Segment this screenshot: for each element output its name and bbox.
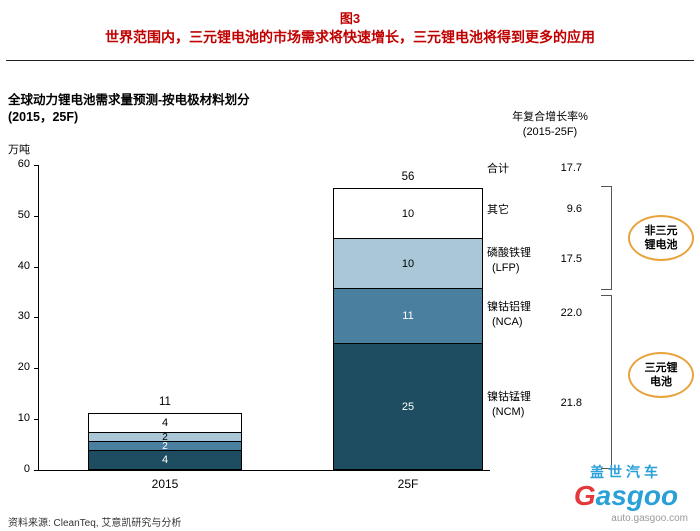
row-label-ncm: 镍钴锰锂 (NCM) xyxy=(487,390,545,420)
y-tick-mark xyxy=(34,368,38,369)
cagr-total: 17.7 xyxy=(560,162,582,174)
bar-segment: 11 xyxy=(333,288,483,344)
non-ternary-callout-line1: 非三元 xyxy=(644,225,678,237)
y-tick-mark xyxy=(34,419,38,420)
cagr-other: 9.6 xyxy=(566,203,582,215)
gasgoo-logo-chinese: 盖世汽车 xyxy=(590,464,662,480)
y-tick-label: 20 xyxy=(17,361,30,373)
stacked-bar-25f: 10 10 11 25 56 xyxy=(333,171,483,470)
gasgoo-logo: 盖世汽车 Gasgoo auto.gasgoo.com xyxy=(560,464,692,525)
row-label-nca-line1: 镍钴铝锂 xyxy=(487,301,531,313)
ternary-bracket xyxy=(601,295,612,469)
non-ternary-callout: 非三元 锂电池 xyxy=(628,215,694,261)
non-ternary-callout-line2: 锂电池 xyxy=(644,239,678,251)
row-label-lfp: 磷酸铁锂 (LFP) xyxy=(487,246,545,276)
slide-title: 世界范围内，三元锂电池的市场需求将快速增长，三元锂电池将得到更多的应用 xyxy=(105,29,595,45)
chart-title-line1: 全球动力锂电池需求量预测-按电极材料划分 xyxy=(8,93,250,107)
bar-segment: 4 xyxy=(88,413,242,433)
x-axis-label-2015: 2015 xyxy=(151,477,179,491)
row-label-lfp-line1: 磷酸铁锂 xyxy=(487,247,531,259)
row-label-total: 合计 xyxy=(487,163,509,175)
cagr-lfp: 17.5 xyxy=(560,253,582,265)
cagr-header-line1: 年复合增长率% xyxy=(512,111,588,123)
row-label-nca: 镍钴铝锂 (NCA) xyxy=(487,300,545,330)
y-tick-mark xyxy=(34,317,38,318)
bar-segment: 10 xyxy=(333,238,483,289)
row-label-nca-line2: (NCA) xyxy=(492,316,523,328)
y-tick-mark xyxy=(34,267,38,268)
bar-total-label: 11 xyxy=(159,396,171,408)
row-label-ncm-line2: (NCM) xyxy=(492,406,525,418)
bar-segment: 2 xyxy=(88,441,242,452)
row-label-lfp-line2: (LFP) xyxy=(492,262,520,274)
source-note: 资料来源: CleanTeq, 艾意凯研究与分析 xyxy=(8,518,182,529)
non-ternary-bracket xyxy=(601,186,612,290)
header-divider xyxy=(6,60,694,61)
figure-label: 图3 xyxy=(339,11,361,26)
cagr-column-header: 年复合增长率% (2015-25F) xyxy=(495,110,605,140)
bar-total-label: 56 xyxy=(401,171,415,183)
chart-title: 全球动力锂电池需求量预测-按电极材料划分 (2015，25F) xyxy=(8,92,250,126)
x-axis-label-25f: 25F xyxy=(397,477,419,491)
bar-segment: 25 xyxy=(333,343,483,470)
chart-title-line2: (2015，25F) xyxy=(8,110,79,124)
ternary-callout-line2: 电池 xyxy=(650,376,672,388)
y-tick-label: 60 xyxy=(17,158,30,170)
gasgoo-logo-url: auto.gasgoo.com xyxy=(611,513,688,525)
cagr-ncm: 21.8 xyxy=(560,397,582,409)
gasgoo-logo-rest: asgoo xyxy=(595,480,679,512)
y-axis-line xyxy=(38,165,39,470)
cagr-nca: 22.0 xyxy=(560,307,582,319)
y-tick-label: 30 xyxy=(17,310,30,322)
gasgoo-logo-initial: G xyxy=(573,480,596,512)
ternary-callout: 三元锂 电池 xyxy=(628,352,694,398)
gasgoo-logo-wordmark: Gasgoo xyxy=(560,480,692,512)
y-tick-mark xyxy=(34,470,38,471)
y-tick-label: 0 xyxy=(23,463,30,475)
y-tick-label: 50 xyxy=(17,209,30,221)
ternary-callout-line1: 三元锂 xyxy=(644,362,678,374)
bar-segment: 4 xyxy=(88,450,242,470)
stacked-bar-2015: 4 2 2 4 11 xyxy=(88,396,242,470)
y-axis-unit-label: 万吨 xyxy=(8,144,30,156)
cagr-header-line2: (2015-25F) xyxy=(522,126,578,138)
x-axis-line xyxy=(38,470,490,471)
y-tick-mark xyxy=(34,165,38,166)
y-tick-mark xyxy=(34,216,38,217)
y-tick-label: 10 xyxy=(17,412,30,424)
row-label-other: 其它 xyxy=(487,204,509,216)
row-label-ncm-line1: 镍钴锰锂 xyxy=(487,391,531,403)
bar-segment: 10 xyxy=(333,188,483,239)
y-tick-label: 40 xyxy=(17,260,30,272)
